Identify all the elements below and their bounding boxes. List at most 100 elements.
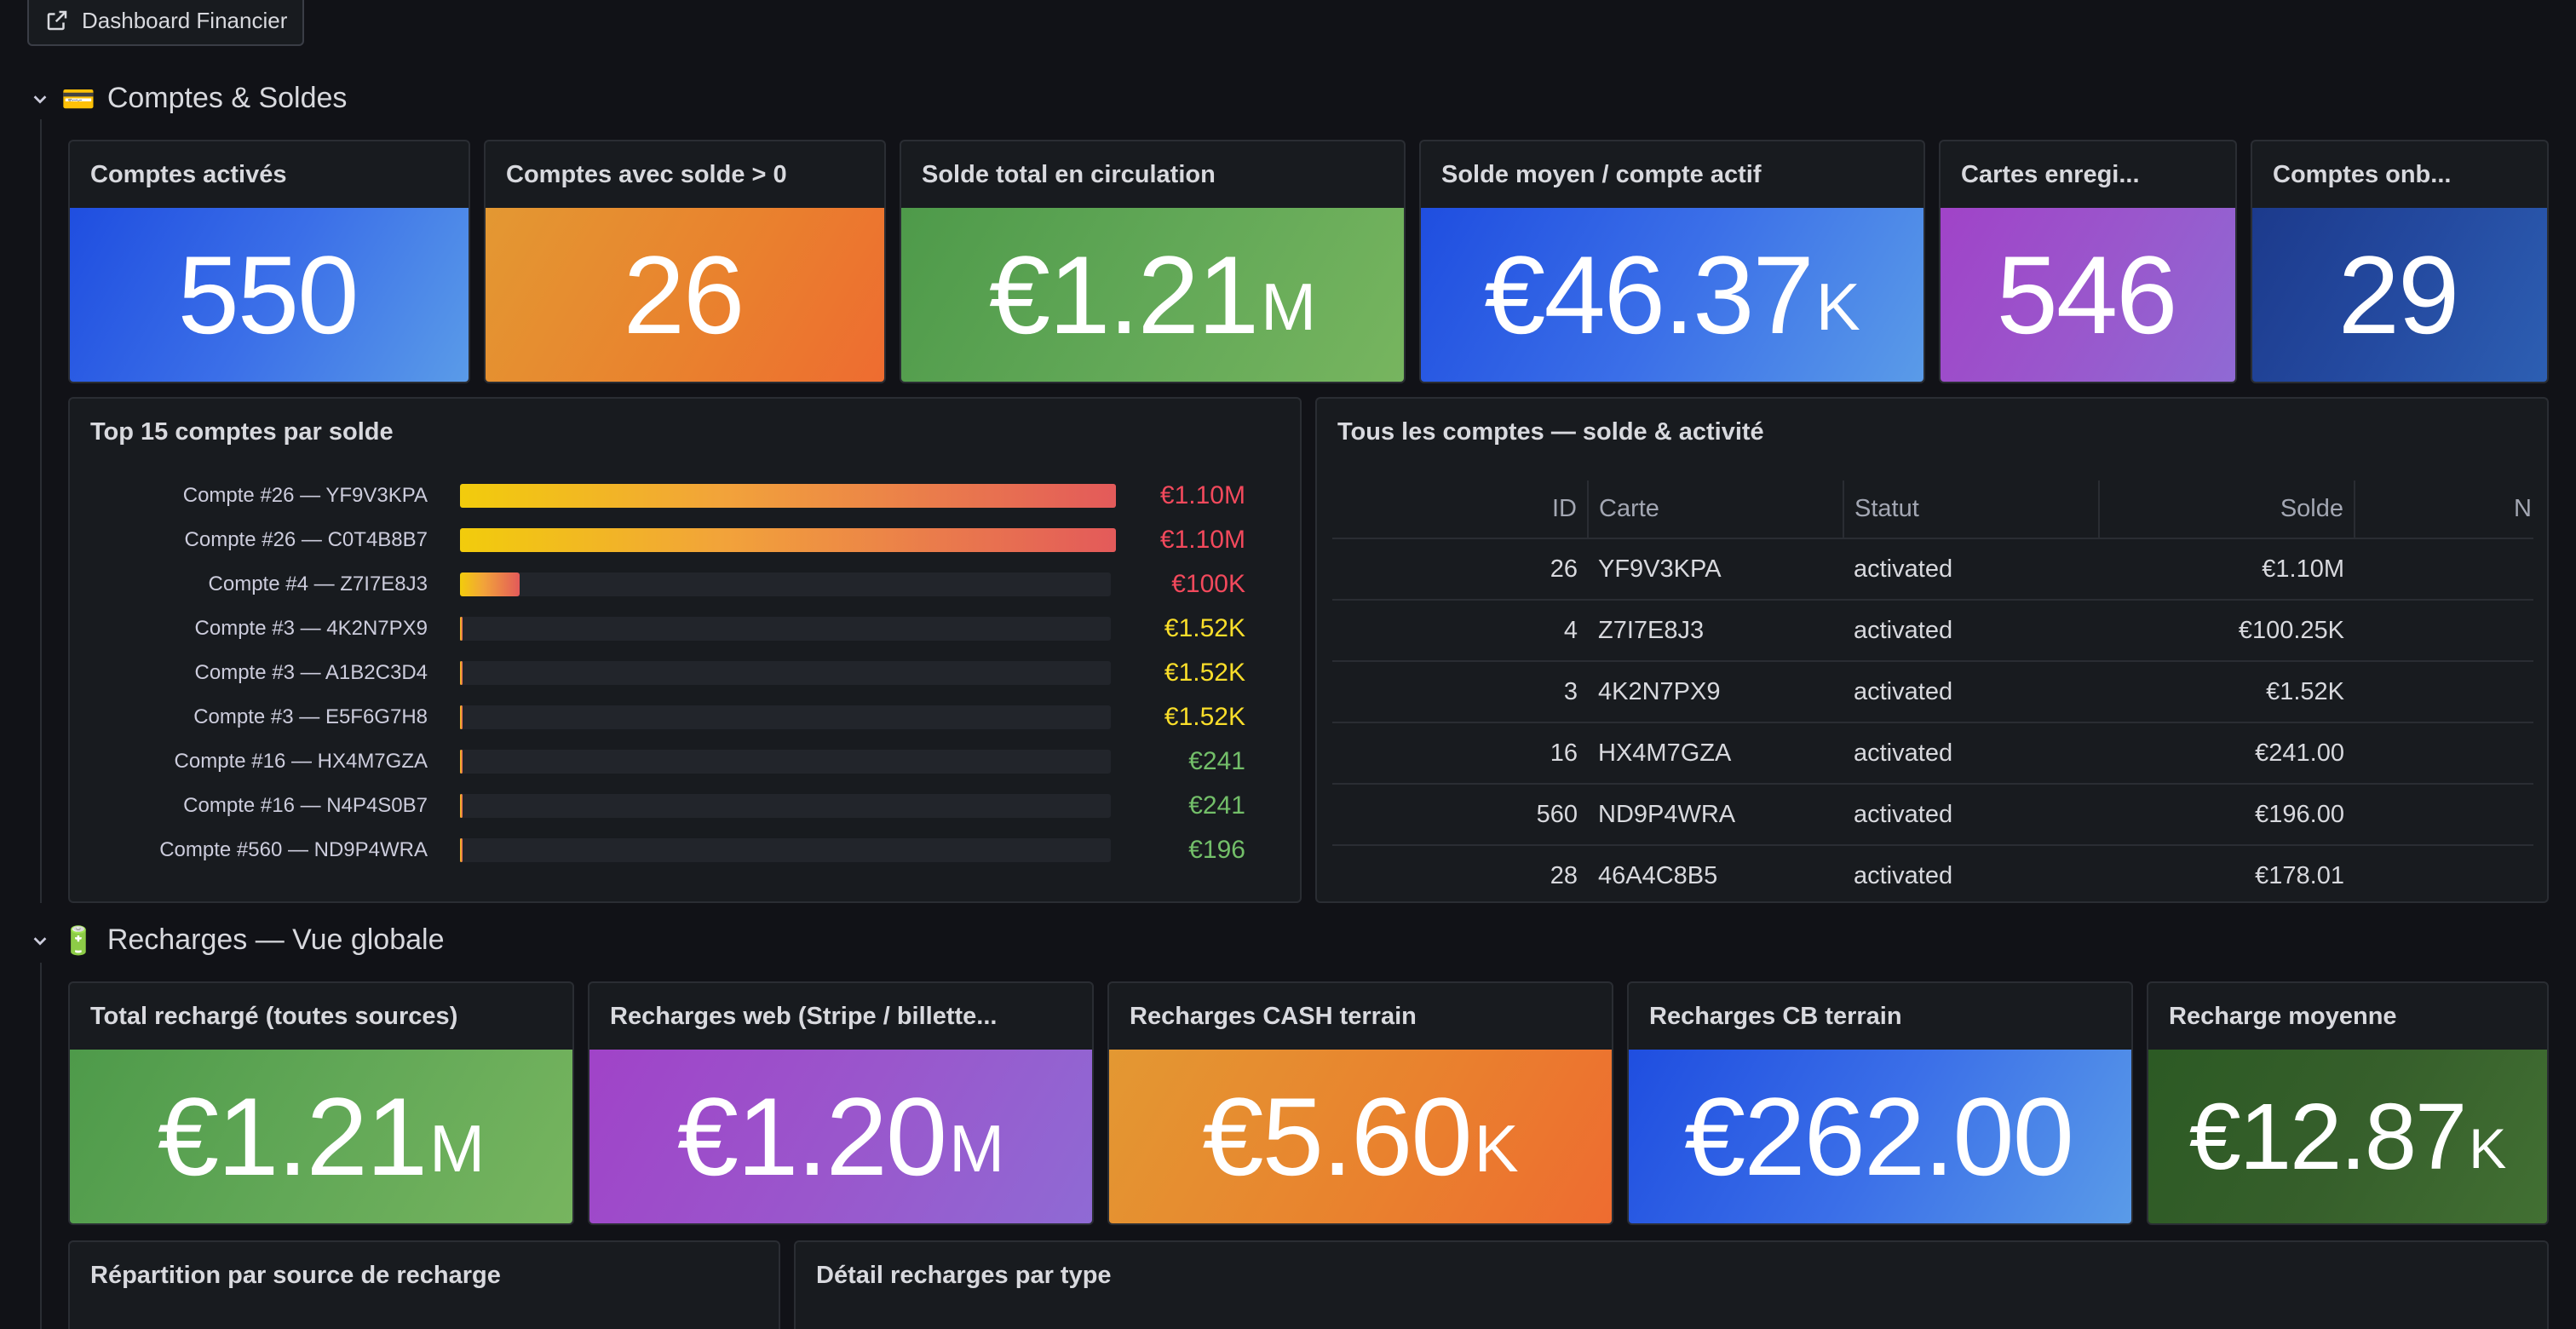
stat-recharges-cash[interactable]: Recharges CASH terrain €5.60 K <box>1107 981 1613 1225</box>
stat-recharge-moyenne[interactable]: Recharge moyenne €12.87 K <box>2147 981 2549 1225</box>
bar-row[interactable]: Compte #26 — YF9V3KPA €1.10M <box>70 474 1300 518</box>
bar-row[interactable]: Compte #16 — N4P4S0B7 €241 <box>70 784 1300 828</box>
cell-statut: activated <box>1843 845 2099 888</box>
table-row[interactable]: 28 46A4C8B5 activated €178.01 <box>1332 845 2533 888</box>
cell-id: 26 <box>1332 538 1588 601</box>
bar-track <box>460 484 1116 508</box>
stat-value: 550 <box>70 208 469 382</box>
bar-fill <box>460 617 463 641</box>
col-header-statut[interactable]: Statut <box>1843 480 2100 539</box>
bar-row[interactable]: Compte #560 — ND9P4WRA €196 <box>70 828 1300 872</box>
dashboard-link-label: Dashboard Financier <box>82 7 288 33</box>
panel-title: Total rechargé (toutes sources) <box>90 1002 458 1030</box>
bar-fill <box>460 750 463 774</box>
cell-empty <box>2355 600 2533 662</box>
top15-panel[interactable]: Top 15 comptes par solde Compte #26 — YF… <box>68 397 1302 903</box>
panel-title: Comptes activés <box>90 160 287 188</box>
stat-value: €1.21 M <box>70 1050 572 1223</box>
cell-empty <box>2355 538 2533 601</box>
stat-comptes-actives[interactable]: Comptes activés 550 <box>68 140 470 383</box>
bar-track <box>460 617 1111 641</box>
detail-recharges-panel[interactable]: Détail recharges par type <box>794 1240 2549 1329</box>
table-row[interactable]: 16 HX4M7GZA activated €241.00 <box>1332 722 2533 785</box>
col-header-n[interactable]: N <box>2355 480 2533 539</box>
battery-emoji-icon: 🔋 <box>61 924 95 956</box>
bar-label: Compte #3 — E5F6G7H8 <box>193 705 428 728</box>
bar-row[interactable]: Compte #16 — HX4M7GZA €241 <box>70 739 1300 784</box>
bar-row[interactable]: Compte #3 — A1B2C3D4 €1.52K <box>70 651 1300 695</box>
bar-value: €100K <box>1171 570 1245 598</box>
bar-value: €241 <box>1188 747 1245 775</box>
cell-solde: €1.10M <box>2099 538 2355 601</box>
stat-value: €1.20 M <box>589 1050 1092 1223</box>
cell-statut: activated <box>1843 600 2099 662</box>
stat-recharges-cb[interactable]: Recharges CB terrain €262.00 <box>1627 981 2133 1225</box>
stat-value: €46.37 K <box>1421 208 1923 382</box>
row-rail <box>40 119 42 903</box>
bar-row[interactable]: Compte #3 — 4K2N7PX9 €1.52K <box>70 607 1300 651</box>
stat-cartes[interactable]: Cartes enregi... 546 <box>1939 140 2237 383</box>
panel-title: Détail recharges par type <box>816 1261 1112 1289</box>
panel-title: Tous les comptes — solde & activité <box>1337 417 1764 446</box>
stat-recharges-web[interactable]: Recharges web (Stripe / billette... €1.2… <box>588 981 1094 1225</box>
panel-title: Recharges web (Stripe / billette... <box>610 1002 998 1030</box>
col-header-id[interactable]: ID <box>1332 480 1589 539</box>
stat-value: €1.21 M <box>901 208 1404 382</box>
chevron-down-icon <box>33 936 47 946</box>
stat-solde-moyen[interactable]: Solde moyen / compte actif €46.37 K <box>1419 140 1925 383</box>
stat-total-recharge[interactable]: Total rechargé (toutes sources) €1.21 M <box>68 981 574 1225</box>
col-header-solde[interactable]: Solde <box>2099 480 2355 539</box>
cell-id: 28 <box>1332 845 1588 888</box>
bar-value: €1.52K <box>1164 659 1245 687</box>
panel-title: Cartes enregi... <box>1961 160 2140 188</box>
bar-value: €1.10M <box>1159 481 1245 509</box>
cell-solde: €196.00 <box>2099 784 2355 846</box>
bar-track <box>460 572 1111 596</box>
bar-label: Compte #26 — C0T4B8B7 <box>184 528 428 551</box>
bar-label: Compte #3 — A1B2C3D4 <box>194 661 428 684</box>
stat-value: 26 <box>486 208 884 382</box>
stat-solde-total[interactable]: Solde total en circulation €1.21 M <box>900 140 1406 383</box>
bar-value: €1.52K <box>1164 614 1245 642</box>
bar-row[interactable]: Compte #26 — C0T4B8B7 €1.10M <box>70 518 1300 562</box>
panel-title: Solde total en circulation <box>922 160 1216 188</box>
bar-track <box>460 528 1116 552</box>
accounts-table-panel[interactable]: Tous les comptes — solde & activité ID C… <box>1315 397 2549 903</box>
accounts-table: ID Carte Statut Solde N 26 YF9V3KPA activa… <box>1332 480 2533 888</box>
row-header-recharges[interactable]: 🔋 Recharges — Vue globale <box>31 923 445 957</box>
panel-title: Recharges CB terrain <box>1649 1002 1902 1030</box>
chevron-down-icon <box>33 95 47 104</box>
table-row[interactable]: 4 Z7I7E8J3 activated €100.25K <box>1332 600 2533 662</box>
repartition-panel[interactable]: Répartition par source de recharge <box>68 1240 780 1329</box>
row-header-comptes[interactable]: 💳 Comptes & Soldes <box>31 82 347 115</box>
panel-title: Solde moyen / compte actif <box>1441 160 1762 188</box>
table-row[interactable]: 26 YF9V3KPA activated €1.10M <box>1332 538 2533 601</box>
bar-value: €241 <box>1188 791 1245 820</box>
stat-value: 546 <box>1941 208 2235 382</box>
bar-fill <box>460 705 463 729</box>
bar-gauge: Compte #26 — YF9V3KPA €1.10M Compte #26 — … <box>70 474 1300 901</box>
bar-label: Compte #4 — Z7I7E8J3 <box>208 572 428 595</box>
cell-solde: €241.00 <box>2099 722 2355 785</box>
cell-empty <box>2355 845 2533 888</box>
table-row[interactable]: 560 ND9P4WRA activated €196.00 <box>1332 784 2533 846</box>
stat-comptes-onb[interactable]: Comptes onb... 29 <box>2251 140 2549 383</box>
bar-fill <box>460 661 463 685</box>
stat-comptes-solde[interactable]: Comptes avec solde > 0 26 <box>484 140 886 383</box>
bar-track <box>460 838 1111 862</box>
bar-row[interactable]: Compte #4 — Z7I7E8J3 €100K <box>70 562 1300 607</box>
col-header-carte[interactable]: Carte <box>1588 480 1844 539</box>
bar-label: Compte #16 — N4P4S0B7 <box>183 794 428 817</box>
cell-statut: activated <box>1843 661 2099 723</box>
panel-title: Recharge moyenne <box>2169 1002 2397 1030</box>
bar-row[interactable]: Compte #3 — E5F6G7H8 €1.52K <box>70 695 1300 739</box>
panel-title: Top 15 comptes par solde <box>90 417 394 446</box>
card-emoji-icon: 💳 <box>61 83 95 114</box>
table-row[interactable]: 3 4K2N7PX9 activated €1.52K <box>1332 661 2533 723</box>
bar-fill <box>460 838 463 862</box>
bar-track <box>460 750 1111 774</box>
bar-label: Compte #16 — HX4M7GZA <box>174 750 428 773</box>
cell-carte: Z7I7E8J3 <box>1588 600 1843 662</box>
dashboard-link[interactable]: Dashboard Financier <box>27 0 305 46</box>
cell-empty <box>2355 784 2533 846</box>
